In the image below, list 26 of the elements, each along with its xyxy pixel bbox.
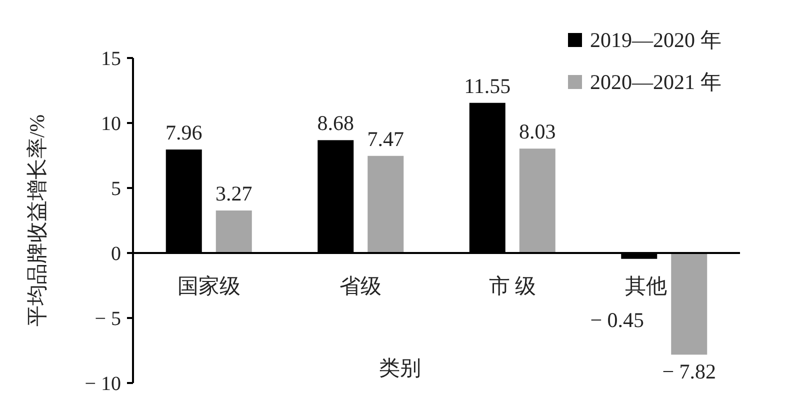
data-label: 8.68 xyxy=(317,111,354,136)
y-tick-label: − 5 xyxy=(94,308,121,330)
y-axis-title: 平均品牌收益增长率/% xyxy=(25,114,49,327)
legend-label: 2020—2021 年 xyxy=(590,70,722,94)
x-tick-label: 市 级 xyxy=(488,274,536,298)
data-label: 8.03 xyxy=(519,120,556,144)
data-label: 7.47 xyxy=(367,126,404,151)
bar xyxy=(216,210,252,253)
data-label: 3.27 xyxy=(216,181,252,206)
y-tick-label: 10 xyxy=(101,113,121,135)
bar xyxy=(519,148,556,253)
data-label: − 7.82 xyxy=(662,360,716,384)
y-tick-label: 0 xyxy=(111,243,121,265)
y-tick-label: − 10 xyxy=(84,373,121,395)
x-tick-label: 国家级 xyxy=(177,274,240,298)
data-label: 11.55 xyxy=(464,74,511,98)
y-tick-label: 15 xyxy=(101,48,121,70)
y-tick-label: 5 xyxy=(111,178,121,200)
data-label: − 0.45 xyxy=(590,308,644,332)
x-axis-title: 类别 xyxy=(379,356,421,380)
x-tick-label: 省级 xyxy=(340,274,382,298)
x-tick-label: 其他 xyxy=(625,274,668,298)
legend-label: 2019—2020 年 xyxy=(590,28,722,52)
bar xyxy=(671,253,708,355)
data-label: 7.96 xyxy=(166,120,202,145)
bar xyxy=(368,156,404,253)
